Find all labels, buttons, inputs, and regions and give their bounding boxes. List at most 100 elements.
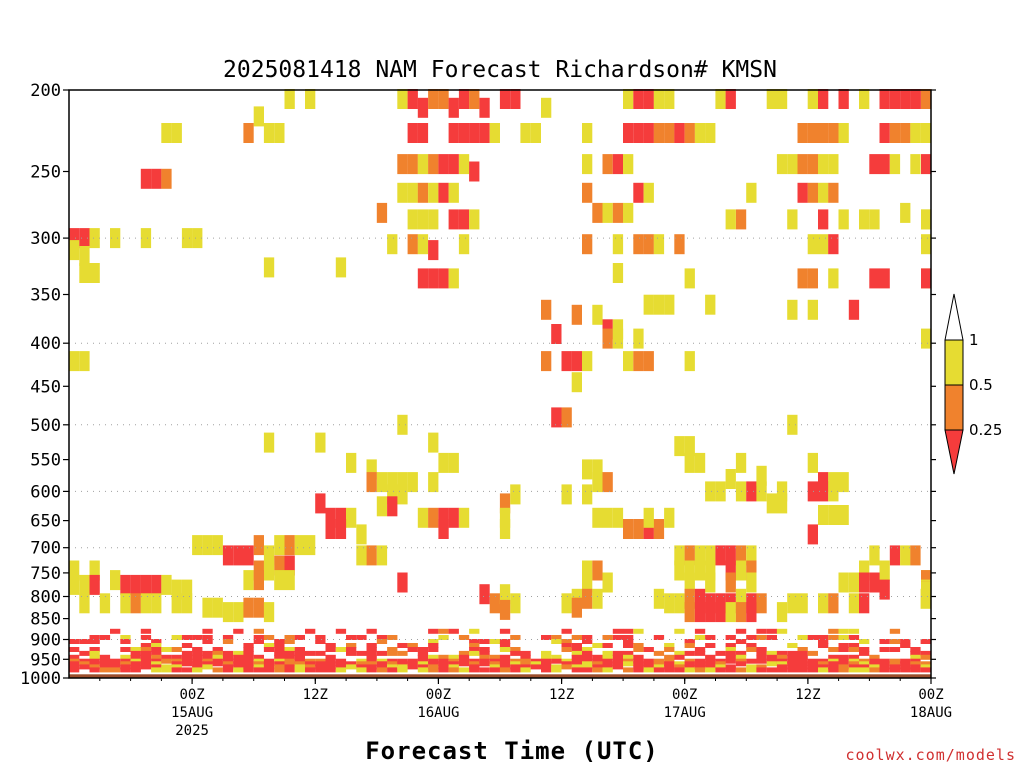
boundary-layer-cell bbox=[222, 635, 234, 640]
heatmap-cell bbox=[428, 182, 439, 203]
boundary-layer-cell bbox=[140, 635, 152, 640]
boundary-layer-cell bbox=[243, 661, 254, 667]
heatmap-cell bbox=[263, 545, 275, 566]
heatmap-cell bbox=[602, 572, 613, 593]
heatmap-cell bbox=[417, 97, 429, 118]
boundary-layer-cell bbox=[120, 647, 131, 652]
heatmap-cell bbox=[828, 268, 839, 289]
heatmap-cell bbox=[664, 123, 675, 143]
boundary-layer-cell bbox=[407, 661, 418, 667]
heatmap-cell bbox=[787, 414, 798, 435]
heatmap-cell bbox=[818, 182, 829, 203]
boundary-layer-cell bbox=[684, 639, 695, 644]
boundary-layer-cell bbox=[664, 654, 675, 660]
boundary-layer-cell bbox=[848, 654, 860, 660]
boundary-layer-cell bbox=[161, 654, 172, 660]
heatmap-cell bbox=[674, 234, 685, 255]
heatmap-cell bbox=[828, 182, 839, 203]
boundary-layer-cell bbox=[305, 667, 316, 673]
heatmap-cell bbox=[633, 182, 644, 203]
heatmap-cell bbox=[859, 209, 870, 230]
heatmap-cell bbox=[776, 154, 788, 175]
heatmap-cell bbox=[921, 234, 932, 255]
boundary-layer-cell bbox=[920, 661, 931, 667]
boundary-layer-cell bbox=[387, 647, 398, 652]
boundary-layer-cell bbox=[900, 661, 911, 667]
boundary-layer-cell bbox=[582, 654, 593, 660]
boundary-layer-cell bbox=[284, 639, 295, 644]
heatmap-cell bbox=[582, 572, 593, 593]
heatmap-cell bbox=[407, 234, 418, 255]
boundary-layer-cell bbox=[571, 643, 582, 648]
boundary-layer-cell bbox=[263, 658, 275, 664]
boundary-layer-cell bbox=[294, 658, 305, 664]
heatmap-cell bbox=[797, 593, 808, 614]
heatmap-cell bbox=[438, 89, 449, 109]
heatmap-cell bbox=[520, 123, 531, 143]
x-tick-label: 00Z bbox=[179, 687, 204, 703]
heatmap-cell bbox=[684, 545, 695, 566]
boundary-layer-cell bbox=[120, 639, 131, 644]
heatmap-cell bbox=[140, 593, 152, 614]
boundary-layer-cell bbox=[653, 664, 665, 670]
boundary-layer-cell bbox=[151, 654, 162, 660]
heatmap-cell bbox=[623, 89, 634, 109]
boundary-layer-cell bbox=[571, 635, 582, 640]
x-tick-label: 2025 bbox=[175, 723, 209, 739]
boundary-layer-cell bbox=[110, 664, 121, 670]
heatmap-cell bbox=[848, 593, 860, 614]
boundary-layer-cell bbox=[715, 664, 726, 670]
boundary-layer-cell bbox=[376, 664, 388, 670]
boundary-layer-cell bbox=[325, 654, 336, 660]
boundary-layer-cell bbox=[674, 667, 685, 673]
heatmap-cell bbox=[725, 602, 736, 623]
boundary-layer-cell bbox=[776, 650, 788, 656]
boundary-layer-cell bbox=[253, 667, 264, 673]
boundary-layer-cell bbox=[181, 654, 193, 660]
heatmap-cell bbox=[818, 209, 829, 230]
boundary-layer-cell bbox=[366, 667, 377, 673]
boundary-layer-cell bbox=[787, 667, 798, 673]
heatmap-cell bbox=[653, 294, 665, 315]
heatmap-cell bbox=[807, 89, 818, 109]
boundary-layer-cell bbox=[233, 628, 244, 634]
boundary-layer-cell bbox=[776, 654, 788, 660]
boundary-layer-cell bbox=[571, 647, 582, 652]
credit-link[interactable]: coolwx.com/models bbox=[845, 746, 1016, 764]
boundary-layer-cell bbox=[499, 658, 511, 664]
boundary-layer-cell bbox=[551, 639, 562, 644]
heatmap-cell bbox=[910, 154, 921, 175]
boundary-layer-cell bbox=[551, 654, 562, 660]
boundary-layer-cell bbox=[284, 635, 295, 640]
boundary-layer-cell bbox=[818, 664, 829, 670]
boundary-layer-cell bbox=[305, 664, 316, 670]
boundary-layer-cell bbox=[756, 650, 767, 656]
heatmap-cell bbox=[694, 545, 706, 566]
boundary-layer-cell bbox=[623, 661, 634, 667]
boundary-layer-cell bbox=[571, 650, 582, 656]
boundary-layer-cell bbox=[869, 664, 880, 670]
boundary-layer-cell bbox=[305, 628, 316, 634]
boundary-layer-cell bbox=[848, 661, 860, 667]
boundary-layer-cell bbox=[243, 664, 254, 670]
heatmap-cell bbox=[633, 351, 644, 372]
boundary-layer-cell bbox=[171, 647, 182, 652]
heatmap-cell bbox=[284, 570, 295, 591]
boundary-layer-cell bbox=[746, 647, 757, 652]
heatmap-cell bbox=[417, 154, 429, 175]
boundary-layer-cell bbox=[233, 667, 244, 673]
heatmap-cell bbox=[879, 123, 890, 143]
boundary-layer-cell bbox=[387, 667, 398, 673]
boundary-layer-cell bbox=[828, 635, 839, 640]
boundary-layer-cell bbox=[89, 635, 100, 640]
heatmap-cell bbox=[79, 574, 90, 595]
boundary-layer-cell bbox=[705, 661, 716, 667]
boundary-layer-cell bbox=[674, 664, 685, 670]
boundary-layer-cell bbox=[633, 654, 644, 660]
boundary-layer-cell bbox=[879, 667, 890, 673]
boundary-layer-cell bbox=[140, 664, 152, 670]
heatmap-cell bbox=[807, 182, 818, 203]
boundary-layer-cell bbox=[756, 664, 767, 670]
heatmap-cell bbox=[69, 574, 80, 595]
